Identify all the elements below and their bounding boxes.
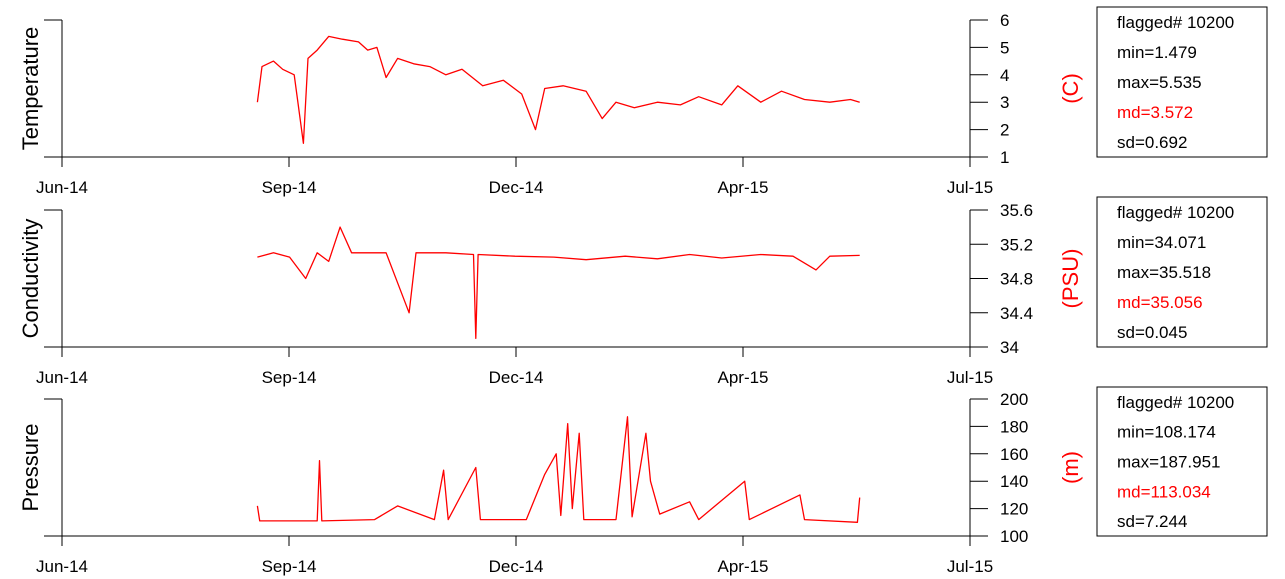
stats-md: md=3.572 [1117, 103, 1193, 122]
stats-md: md=35.056 [1117, 293, 1203, 312]
y-tick-label: 120 [1000, 500, 1028, 519]
series-line [257, 226, 860, 340]
y-tick-label: 100 [1000, 527, 1028, 546]
x-tick-label: Dec-14 [489, 178, 544, 197]
unit-label: (m) [1058, 451, 1083, 484]
stats-max: max=187.951 [1117, 452, 1221, 471]
y-tick-label: 180 [1000, 417, 1028, 436]
y-tick-label: 35.2 [1000, 235, 1033, 254]
stats-max: max=35.518 [1117, 263, 1211, 282]
y-tick-label: 200 [1000, 390, 1028, 409]
series-line [256, 35, 860, 144]
x-tick-label: Apr-15 [717, 368, 768, 387]
stats-min: min=1.479 [1117, 43, 1197, 62]
y-tick-label: 2 [1000, 121, 1009, 140]
y-tick-label: 34.8 [1000, 270, 1033, 289]
stats-box [1096, 196, 1268, 348]
x-tick-label: Apr-15 [717, 178, 768, 197]
stats-min: min=108.174 [1117, 423, 1216, 442]
stats-md: md=113.034 [1117, 482, 1211, 501]
y-tick-label: 1 [1000, 148, 1009, 167]
x-tick-label: Jun-14 [36, 178, 88, 197]
series-line [256, 416, 861, 523]
x-tick-label: Sep-14 [262, 557, 317, 576]
y-tick-label: 35.6 [1000, 201, 1033, 220]
x-tick-label: Dec-14 [489, 557, 544, 576]
y-tick-label: 3 [1000, 93, 1009, 112]
x-tick-label: Sep-14 [262, 178, 317, 197]
x-tick-label: Dec-14 [489, 368, 544, 387]
unit-label: (C) [1058, 73, 1083, 104]
y-tick-label: 6 [1000, 11, 1009, 30]
y-axis-title: Temperature [18, 27, 43, 151]
stats-flagged: flagged# 10200 [1117, 203, 1234, 222]
x-tick-label: Jul-15 [947, 368, 993, 387]
stats-max: max=5.535 [1117, 73, 1202, 92]
y-tick-label: 34 [1000, 338, 1019, 357]
stats-flagged: flagged# 10200 [1117, 13, 1234, 32]
x-tick-label: Sep-14 [262, 368, 317, 387]
y-tick-label: 5 [1000, 38, 1009, 57]
y-axis-title: Conductivity [18, 219, 43, 339]
x-tick-label: Jun-14 [36, 368, 88, 387]
stats-sd: sd=0.045 [1117, 323, 1187, 342]
stats-sd: sd=7.244 [1117, 512, 1187, 531]
y-tick-label: 34.4 [1000, 304, 1033, 323]
x-tick-label: Jul-15 [947, 178, 993, 197]
x-tick-label: Jun-14 [36, 557, 88, 576]
unit-label: (PSU) [1058, 249, 1083, 309]
x-tick-label: Apr-15 [717, 557, 768, 576]
stats-box [1096, 386, 1268, 537]
y-tick-label: 160 [1000, 445, 1028, 464]
stats-sd: sd=0.692 [1117, 133, 1187, 152]
y-tick-label: 4 [1000, 66, 1009, 85]
y-axis-title: Pressure [18, 423, 43, 511]
stats-min: min=34.071 [1117, 233, 1206, 252]
x-tick-label: Jul-15 [947, 557, 993, 576]
stats-box [1096, 6, 1268, 158]
stats-flagged: flagged# 10200 [1117, 393, 1234, 412]
y-tick-label: 140 [1000, 472, 1028, 491]
